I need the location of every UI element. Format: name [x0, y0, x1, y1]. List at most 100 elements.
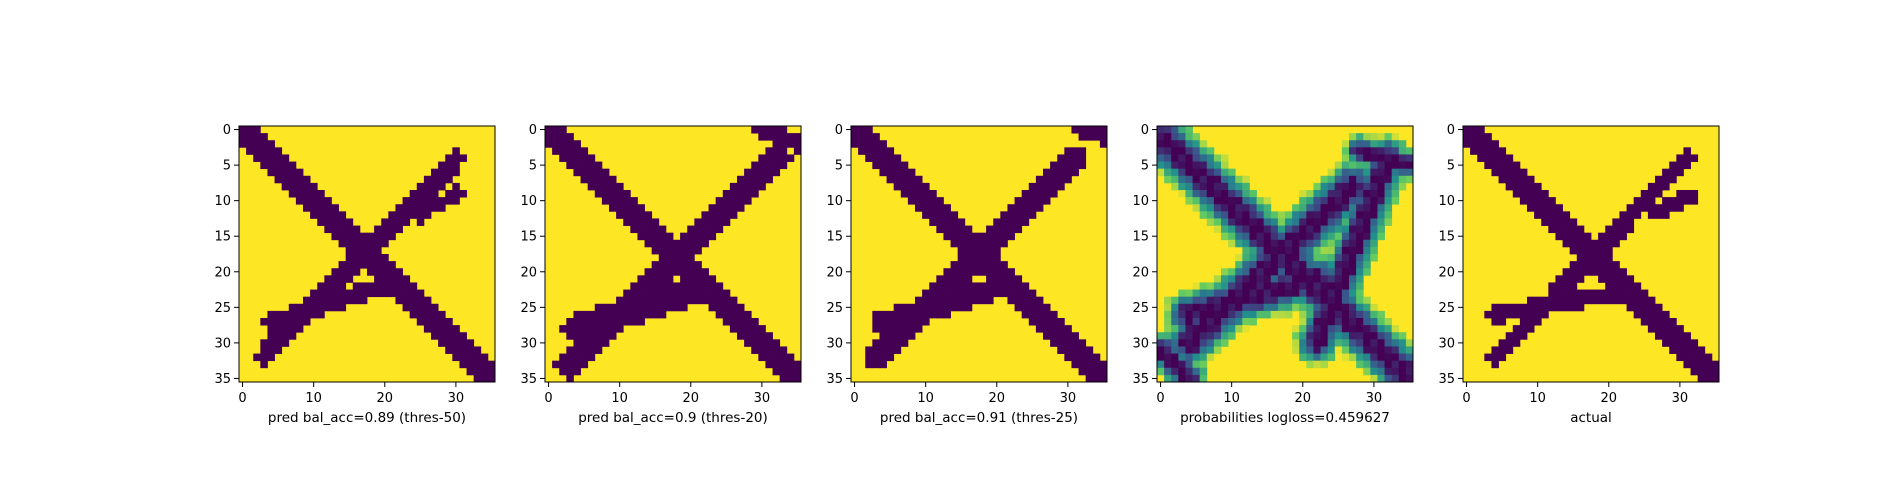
y-tick-label: 20 [520, 265, 537, 280]
heatmap-cell [1306, 332, 1314, 340]
heatmap-cell [253, 126, 261, 134]
heatmap-cell [1647, 303, 1656, 312]
heatmap-cell [1285, 254, 1293, 262]
heatmap-cell [253, 353, 261, 362]
heatmap-cell [1356, 353, 1364, 362]
heatmap-cell [957, 218, 966, 226]
heatmap-cell [1221, 168, 1229, 177]
heatmap-cell [352, 239, 361, 248]
heatmap-cell [1676, 168, 1684, 177]
heatmap-cell [1562, 275, 1571, 283]
heatmap-cell [1064, 147, 1072, 155]
heatmap-cell [1164, 367, 1172, 376]
heatmap-cell [1050, 168, 1058, 177]
heatmap-cell [623, 204, 631, 212]
heatmap-cell [658, 275, 667, 283]
heatmap-cell [1349, 339, 1357, 347]
heatmap-cell [715, 289, 724, 298]
heatmap-cell [936, 211, 944, 219]
heatmap-cell [594, 339, 603, 347]
heatmap-cell [1320, 318, 1329, 326]
heatmap-cell [687, 225, 695, 234]
heatmap-cell [1256, 239, 1265, 248]
heatmap-cell [665, 239, 674, 248]
heatmap-cell [758, 133, 766, 141]
heatmap-cell [1192, 374, 1201, 383]
heatmap-cell [1555, 211, 1563, 219]
heatmap-cell [1007, 296, 1015, 305]
heatmap-cell [359, 232, 368, 241]
heatmap-cell [1185, 296, 1193, 305]
heatmap-cell [1263, 289, 1272, 298]
heatmap-cell [1313, 360, 1321, 369]
heatmap-cell [1484, 133, 1492, 141]
heatmap-cell [1370, 204, 1378, 212]
heatmap-cell [1320, 182, 1329, 191]
heatmap-cell [1014, 303, 1023, 312]
heatmap-cell [1370, 190, 1378, 198]
heatmap-cell [1157, 339, 1165, 347]
heatmap-cell [1370, 140, 1378, 148]
heatmap-cell [1405, 353, 1414, 362]
heatmap-cell [644, 296, 653, 305]
heatmap-cell [1228, 225, 1236, 234]
heatmap-cell [445, 325, 453, 333]
heatmap-cell [1505, 346, 1514, 354]
heatmap-cell [1235, 318, 1243, 326]
heatmap-cell [737, 197, 745, 205]
heatmap-cell [1370, 225, 1378, 234]
heatmap-cell [722, 296, 731, 305]
heatmap-cell [971, 268, 980, 276]
heatmap-cell [1534, 211, 1542, 219]
heatmap-cell [1285, 225, 1293, 234]
heatmap-cell [1256, 268, 1265, 276]
heatmap-cell [1370, 325, 1378, 333]
heatmap-cell [1384, 367, 1393, 376]
heatmap-cell [1349, 254, 1357, 262]
heatmap-cell [1356, 211, 1364, 219]
heatmap-cell [281, 182, 290, 191]
y-tick-label: 20 [826, 265, 843, 280]
heatmap-cell [246, 140, 254, 148]
heatmap-cell [694, 218, 702, 226]
heatmap-cell [722, 310, 731, 319]
heatmap-cell [616, 325, 624, 333]
heatmap-cell [1263, 246, 1272, 255]
heatmap-cell [616, 204, 624, 212]
heatmap-cell [900, 339, 909, 347]
heatmap-cell [431, 310, 439, 319]
heatmap-cell [673, 303, 681, 312]
heatmap-cell [1206, 296, 1215, 305]
heatmap-cell [1306, 218, 1314, 226]
heatmap-cell [673, 268, 681, 276]
axes-frame [238, 125, 496, 383]
y-tick-label: 10 [214, 194, 231, 209]
heatmap-cell [772, 133, 781, 141]
heatmap-cell [1249, 190, 1257, 198]
heatmap-cell [729, 318, 738, 326]
heatmap-cell [409, 310, 418, 319]
heatmap-cell [1349, 303, 1357, 312]
heatmap-cell [1050, 182, 1058, 191]
heatmap-cell [416, 204, 425, 212]
heatmap-cell [1057, 346, 1065, 354]
heatmap-cell [1398, 374, 1407, 383]
heatmap-cell [751, 126, 759, 134]
heatmap-cell [673, 296, 681, 305]
heatmap-cell [1662, 175, 1670, 184]
heatmap-cell [971, 239, 980, 248]
heatmap-cell [1548, 211, 1556, 219]
heatmap-cell [1185, 175, 1193, 184]
heatmap-cell [452, 182, 460, 191]
heatmap-cell [893, 303, 902, 312]
heatmap-cell [267, 325, 275, 333]
heatmap-cell [374, 246, 382, 255]
heatmap-cell [609, 318, 617, 326]
heatmap-cell [1171, 332, 1179, 340]
heatmap-cell [1171, 360, 1179, 369]
heatmap-cell [964, 261, 973, 269]
heatmap-cell [1057, 161, 1065, 170]
heatmap-cell [1292, 339, 1300, 347]
heatmap-cell [915, 310, 923, 319]
